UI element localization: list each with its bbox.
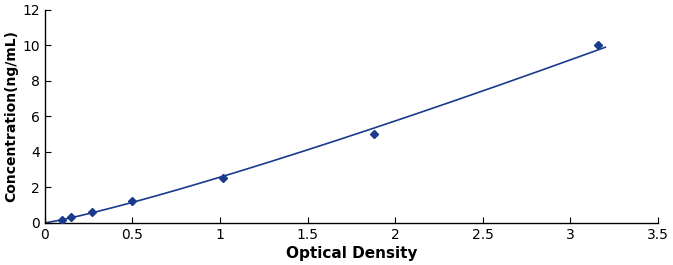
Y-axis label: Concentration(ng/mL): Concentration(ng/mL) — [4, 30, 18, 202]
X-axis label: Optical Density: Optical Density — [285, 246, 417, 261]
